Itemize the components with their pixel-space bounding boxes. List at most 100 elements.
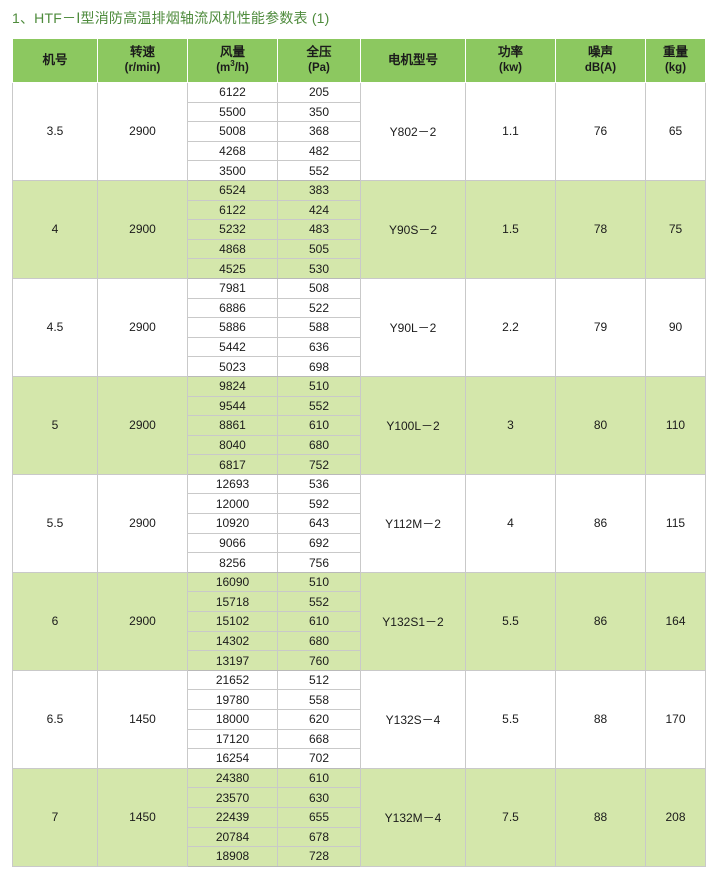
- table-row: 15102 610: [13, 611, 706, 632]
- cell-weight: 208: [645, 767, 706, 867]
- flow-unit-base: (m: [216, 62, 231, 74]
- table-header-row: 机号 转速 (r/min) 风量 (m3/h) 全压 (Pa): [12, 38, 706, 83]
- spec-table-container: 机号 转速 (r/min) 风量 (m3/h) 全压 (Pa): [12, 38, 706, 867]
- cell-pressure: 510: [277, 571, 361, 593]
- cell-flow: 5442: [187, 336, 278, 358]
- table-row: 6 2900 16090 510 Y132S1－2 5.5 86 164: [12, 571, 706, 671]
- cell-pressure: 505: [277, 238, 361, 260]
- cell-pressure: 588: [277, 317, 361, 338]
- cell-pressure: 680: [277, 434, 361, 456]
- table-row: 4868 505: [13, 238, 706, 260]
- cell-pressure: 383: [277, 179, 361, 201]
- cell-flow: 18908: [187, 846, 278, 867]
- cell-flow: 9544: [187, 395, 278, 417]
- cell-pressure: 522: [277, 297, 361, 319]
- cell-pressure: 610: [277, 611, 361, 632]
- cell-pressure: 636: [277, 336, 361, 358]
- cell-noise: 88: [555, 669, 646, 769]
- cell-flow: 5886: [187, 317, 278, 338]
- column-header-noise-label: 噪声: [587, 45, 613, 59]
- cell-pressure: 756: [277, 552, 361, 573]
- cell-pressure: 558: [277, 689, 361, 710]
- cell-speed: 1450: [97, 669, 188, 769]
- table-row: 18000 620: [13, 709, 706, 730]
- cell-motor-model: Y100L－2: [360, 375, 466, 475]
- cell-flow: 4268: [187, 140, 278, 162]
- cell-weight: 110: [645, 375, 706, 475]
- cell-weight: 90: [645, 277, 706, 377]
- cell-model-no: 4: [12, 179, 98, 279]
- cell-flow: 7981: [187, 277, 278, 299]
- cell-power: 5.5: [465, 571, 556, 671]
- cell-pressure: 592: [277, 493, 361, 515]
- cell-flow: 9824: [187, 375, 278, 397]
- cell-pressure: 760: [277, 650, 361, 671]
- page-title: 1、HTF－Ⅰ型消防高温排烟轴流风机性能参数表 (1): [12, 10, 330, 26]
- cell-model-no: 7: [12, 767, 98, 867]
- cell-model-no: 4.5: [12, 277, 98, 377]
- column-header-power-unit: (kw): [499, 62, 522, 74]
- cell-pressure: 552: [277, 591, 361, 613]
- cell-pressure: 678: [277, 826, 361, 848]
- cell-noise: 79: [555, 277, 646, 377]
- cell-power: 7.5: [465, 767, 556, 867]
- cell-flow: 5023: [187, 356, 278, 377]
- table-row: 20784 678: [13, 826, 706, 848]
- cell-model-no: 6: [12, 571, 98, 671]
- table-row: 14302 680: [13, 630, 706, 652]
- cell-model-no: 6.5: [12, 669, 98, 769]
- cell-flow: 12693: [187, 473, 278, 495]
- cell-pressure: 728: [277, 846, 361, 867]
- cell-flow: 5008: [187, 121, 278, 142]
- cell-motor-model: Y90S－2: [360, 179, 466, 279]
- cell-speed: 2900: [97, 82, 188, 181]
- cell-weight: 65: [645, 82, 706, 181]
- cell-power: 5.5: [465, 669, 556, 769]
- table-row: 7 1450 24380 610 Y132M－4 7.5 88 208: [12, 767, 706, 867]
- cell-flow: 5232: [187, 219, 278, 240]
- column-header-speed-label: 转速: [129, 45, 155, 59]
- cell-flow: 22439: [187, 806, 278, 828]
- cell-pressure: 482: [277, 140, 361, 162]
- cell-flow: 4525: [187, 258, 278, 279]
- cell-pressure: 630: [277, 787, 361, 808]
- cell-pressure: 368: [277, 121, 361, 142]
- cell-motor-model: Y132M－4: [360, 767, 466, 867]
- table-row: 6122 424: [13, 199, 706, 221]
- cell-pressure: 702: [277, 748, 361, 769]
- table-row: 13197 760: [13, 650, 706, 671]
- cell-power: 1.1: [465, 82, 556, 181]
- table-row: 16254 702: [13, 748, 706, 769]
- cell-noise: 78: [555, 179, 646, 279]
- cell-flow: 15102: [187, 611, 278, 632]
- cell-pressure: 205: [277, 82, 361, 103]
- cell-pressure: 483: [277, 219, 361, 240]
- column-header-flow: 风量 (m3/h): [187, 38, 278, 83]
- cell-noise: 86: [555, 473, 646, 573]
- cell-weight: 75: [645, 179, 706, 279]
- cell-flow: 8256: [187, 552, 278, 573]
- cell-noise: 80: [555, 375, 646, 475]
- cell-pressure: 508: [277, 277, 361, 299]
- table-row: 4268 482: [13, 140, 706, 162]
- cell-motor-model: Y132S1－2: [360, 571, 466, 671]
- table-row: 5 2900 9824 510 Y100L－2 3 80 110: [12, 375, 706, 475]
- cell-pressure: 510: [277, 375, 361, 397]
- cell-model-no: 3.5: [12, 82, 98, 181]
- cell-motor-model: Y802－2: [360, 82, 466, 181]
- cell-flow: 21652: [187, 669, 278, 691]
- cell-speed: 2900: [97, 179, 188, 279]
- cell-flow: 5500: [187, 101, 278, 123]
- cell-flow: 9066: [187, 532, 278, 554]
- table-row: 3.5 2900 6122 205 Y802－2 1.1 76 65: [12, 82, 706, 181]
- cell-pressure: 530: [277, 258, 361, 279]
- table-row: 9544 552: [13, 395, 706, 417]
- cell-pressure: 655: [277, 806, 361, 828]
- cell-speed: 1450: [97, 767, 188, 867]
- cell-speed: 2900: [97, 473, 188, 573]
- cell-pressure: 668: [277, 728, 361, 750]
- cell-flow: 17120: [187, 728, 278, 750]
- table-row: 4525 530: [13, 258, 706, 279]
- cell-noise: 88: [555, 767, 646, 867]
